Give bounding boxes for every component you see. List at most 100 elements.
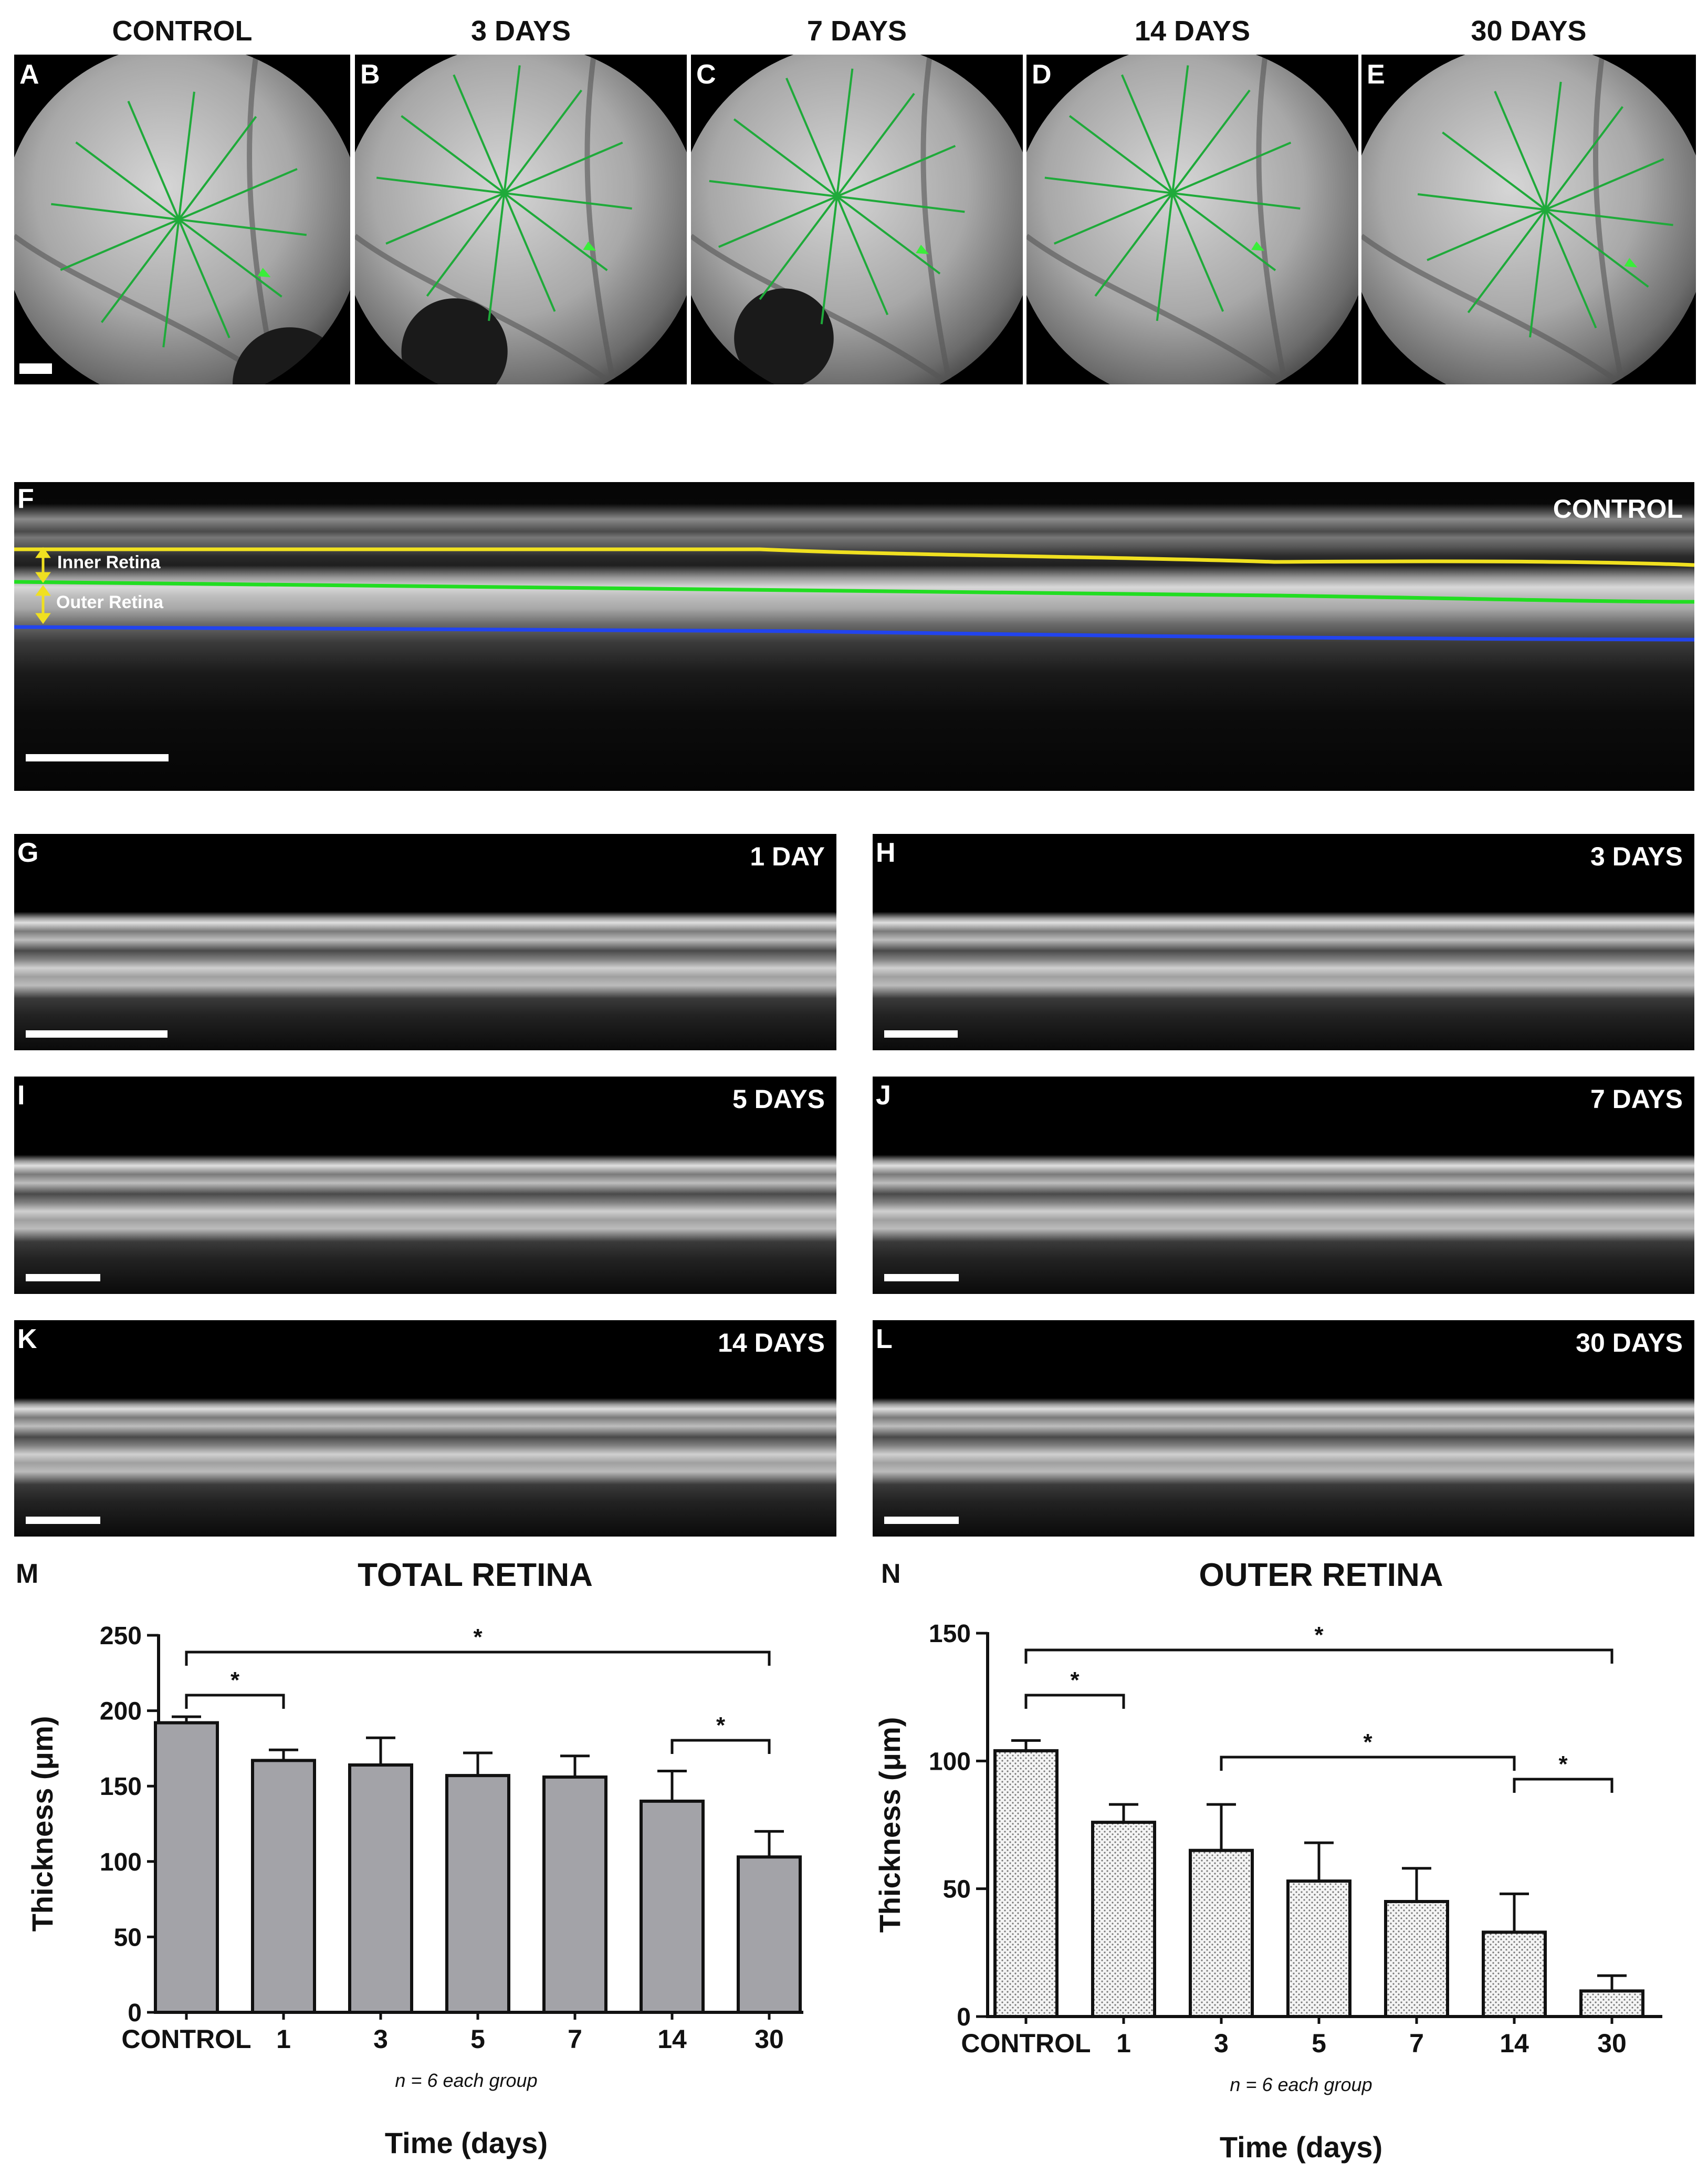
fundus-panel-c: C — [691, 55, 1023, 384]
y-tick-label: 250 — [100, 1622, 142, 1650]
retinal-vessel — [1026, 55, 1288, 384]
chart-title: TOTAL RETINA — [358, 1557, 593, 1593]
panel-letter-f: F — [17, 484, 34, 514]
oct-panel-l: L 30 DAYS — [873, 1320, 1694, 1537]
x-axis-label: Time (days) — [1220, 2130, 1382, 2164]
fundus-image — [691, 55, 1023, 384]
fundus-title-c: 7 DAYS — [806, 15, 907, 47]
panel-letter-h: H — [876, 838, 896, 868]
fundus-mask — [1026, 55, 1358, 384]
fundus-panel-d: D — [1026, 55, 1358, 384]
fundus-mask — [1361, 55, 1696, 384]
scale-bar — [26, 1517, 100, 1524]
significance-bracket — [1024, 1648, 1613, 1664]
x-tick-label: 7 — [1409, 2029, 1424, 2058]
y-tick-label: 150 — [929, 1620, 971, 1648]
bar-14 — [1482, 1930, 1547, 2019]
significance-bracket — [185, 1694, 285, 1709]
y-tick-label: 0 — [128, 1999, 142, 2027]
chart-total-retina: M TOTAL RETINA 0 50 100 150 200 250 Thickness (μ… — [16, 1557, 803, 2159]
bar-1 — [1091, 1821, 1156, 2019]
fundus-mask — [355, 55, 687, 384]
optic-disc — [401, 298, 508, 384]
panel-letter-i: I — [17, 1080, 25, 1111]
scan-arrow-icon — [583, 241, 596, 251]
scale-bar — [884, 1274, 959, 1281]
middle-boundary-line — [14, 580, 1694, 604]
fundus-image — [1361, 55, 1696, 384]
panel-letter-j: J — [876, 1080, 891, 1111]
control-oct-title: CONTROL — [1553, 494, 1683, 524]
x-tick-label: 30 — [1597, 2029, 1627, 2058]
fundus-image — [1026, 55, 1358, 384]
x-axis-label: Time (days) — [385, 2126, 548, 2159]
scan-arrow-icon — [1251, 241, 1265, 251]
scan-arrow-icon — [257, 268, 271, 277]
fundus-title-d: 14 DAYS — [1134, 15, 1251, 47]
sample-size-note: n = 6 each group — [395, 2070, 537, 2091]
panel-letter-e: E — [1367, 59, 1385, 90]
inner-arrow-icon — [35, 547, 51, 583]
panel-letter-c: C — [696, 59, 716, 90]
retinal-vessel — [14, 55, 279, 384]
outer-boundary-line — [14, 625, 1694, 642]
panel-letter-l: L — [876, 1324, 893, 1354]
significance-bracket — [185, 1651, 771, 1666]
oct-title-j: 7 DAYS — [1590, 1084, 1683, 1114]
bar-1 — [251, 1759, 316, 2014]
oct-title-k: 14 DAYS — [718, 1328, 825, 1357]
x-tick-label: 5 — [470, 2024, 485, 2054]
panel-letter-n: N — [881, 1559, 901, 1589]
fundus-field — [1026, 55, 1358, 384]
panel-letter-a: A — [19, 59, 39, 90]
y-tick-label: 200 — [100, 1698, 142, 1726]
significance-bracket — [1513, 1778, 1613, 1793]
scale-bar — [26, 1274, 100, 1281]
fundus-panel-e: E — [1361, 55, 1696, 384]
radial-scan-lines — [709, 68, 965, 325]
oct-panel-j: J 7 DAYS — [873, 1077, 1694, 1294]
x-tick-label: 1 — [276, 2024, 291, 2054]
fundus-mask — [691, 55, 1023, 384]
chart-outer-retina: N OUTER RETINA 0 50 100 150 Thickness (μm) CONT… — [873, 1557, 1662, 2164]
significance-star: * — [1363, 1729, 1372, 1755]
significance-bracket — [1024, 1694, 1125, 1709]
inner-boundary-line — [14, 546, 1694, 567]
scale-bar — [26, 754, 169, 761]
x-tick-label: 14 — [1500, 2029, 1529, 2058]
bar-5 — [445, 1774, 510, 2014]
panel-letter-k: K — [17, 1324, 37, 1354]
fundus-panel-b: B — [355, 55, 687, 384]
fundus-title-b: 3 DAYS — [470, 15, 571, 47]
inner-retina-label: Inner Retina — [57, 552, 161, 572]
bar-30 — [1579, 1989, 1644, 2018]
bar-7 — [1384, 1900, 1449, 2018]
scale-bar — [884, 1030, 958, 1038]
bar-14 — [640, 1799, 705, 2014]
scan-arrow-icon — [1624, 258, 1638, 268]
significance-star: * — [716, 1712, 726, 1738]
bar-3 — [348, 1763, 413, 2014]
bar-control — [154, 1721, 219, 2014]
bar-5 — [1286, 1879, 1351, 2018]
fundus-title-e: 30 DAYS — [1471, 15, 1587, 47]
fundus-title-a: CONTROL — [112, 15, 253, 47]
significance-star: * — [1314, 1622, 1324, 1648]
retinal-vessel — [1361, 55, 1625, 384]
panel-letter-g: G — [17, 838, 39, 868]
control-oct-panel: F CONTROL Inner Retina Outer Retina — [14, 482, 1694, 791]
scale-bar — [19, 363, 52, 374]
panel-letter-d: D — [1032, 59, 1052, 90]
oct-panel-i: I 5 DAYS — [14, 1077, 836, 1294]
outer-retina-label: Outer Retina — [56, 592, 164, 612]
oct-panel-k: K 14 DAYS — [14, 1320, 836, 1537]
significance-star: * — [230, 1667, 240, 1693]
outer-arrow-icon — [35, 584, 51, 624]
radial-scan-lines — [1044, 65, 1301, 321]
radial-scan-lines — [51, 91, 307, 348]
significance-star: * — [473, 1624, 483, 1650]
optic-disc — [734, 288, 834, 384]
significance-star: * — [1558, 1751, 1568, 1777]
y-tick-label: 100 — [100, 1848, 142, 1876]
y-tick-label: 0 — [957, 2003, 971, 2031]
